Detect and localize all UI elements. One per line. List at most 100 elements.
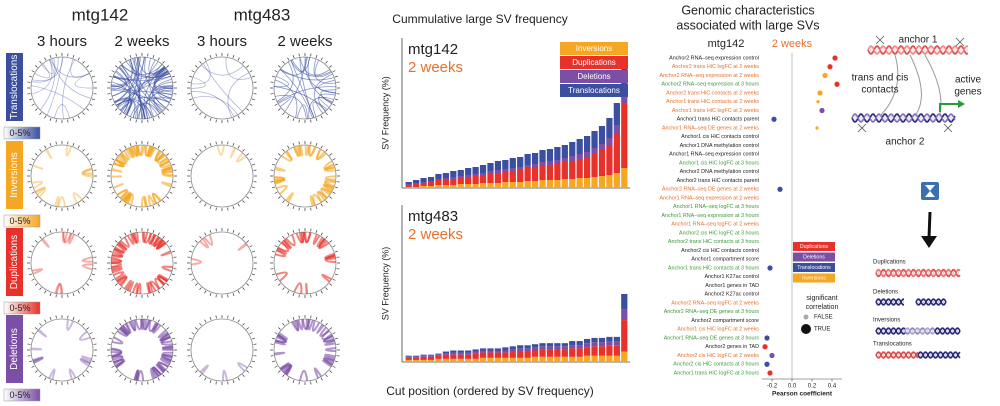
circos-chord bbox=[124, 193, 135, 206]
circos-chord bbox=[161, 345, 173, 349]
circos-tick bbox=[271, 250, 276, 253]
circos-tick bbox=[246, 370, 250, 373]
circos-tick bbox=[204, 115, 207, 119]
circos-tick bbox=[187, 256, 191, 258]
circos-tick bbox=[187, 169, 191, 171]
circos-chord bbox=[137, 57, 143, 120]
row-label: Anchor1 compartment score bbox=[691, 257, 759, 263]
circos-chord bbox=[320, 187, 332, 199]
circos-chord bbox=[321, 329, 334, 341]
bar-segment bbox=[413, 357, 420, 360]
bar-segment bbox=[524, 154, 531, 165]
circos-chord bbox=[149, 81, 173, 117]
bar-segment bbox=[598, 176, 606, 188]
circos-tick bbox=[204, 290, 207, 294]
bar-segment bbox=[479, 357, 487, 362]
circos-chord bbox=[285, 192, 294, 203]
circos-tick bbox=[215, 141, 217, 145]
y-axis-label: SV Frequency (%) bbox=[380, 247, 390, 321]
circos-tick bbox=[187, 81, 191, 83]
circos-chord bbox=[62, 232, 72, 244]
bar-segment bbox=[494, 161, 502, 170]
circos-chord bbox=[200, 64, 244, 76]
circos-chord bbox=[153, 68, 173, 96]
circos-tick bbox=[194, 65, 198, 68]
circos-tick bbox=[271, 163, 276, 166]
circos-tick bbox=[129, 316, 132, 321]
legend-swatch bbox=[793, 252, 835, 262]
circos-tick bbox=[31, 332, 35, 335]
circos-chord bbox=[161, 351, 173, 359]
circos-tick bbox=[253, 256, 257, 258]
circos-chord bbox=[113, 271, 125, 280]
circos-tick bbox=[39, 322, 42, 326]
scale-label: 0-5% bbox=[9, 128, 30, 138]
circos-tick bbox=[162, 200, 165, 204]
dot-sample: mtg142 bbox=[708, 38, 745, 50]
row-label: Anchor1 RNA–seq DE genes at 3 hours bbox=[664, 335, 760, 341]
circos-tick bbox=[162, 148, 165, 152]
circos-chord bbox=[324, 339, 336, 346]
circos-tick bbox=[93, 256, 97, 258]
row-label: Anchor2 DNA methylation control bbox=[680, 169, 759, 175]
circos-chord bbox=[216, 144, 225, 157]
circos-chord bbox=[70, 58, 90, 78]
circos-tick bbox=[89, 191, 93, 194]
bar-segment bbox=[569, 156, 576, 161]
bar-segment bbox=[465, 358, 472, 362]
circos-chord bbox=[192, 96, 238, 116]
circos-chord bbox=[159, 358, 171, 366]
circos-chord bbox=[46, 56, 63, 116]
helix-strand bbox=[875, 351, 919, 359]
bar-segment bbox=[613, 345, 620, 356]
circos-tick bbox=[191, 103, 195, 106]
circos-tick bbox=[249, 103, 253, 106]
circos-chord bbox=[202, 63, 243, 112]
circos-tick bbox=[232, 54, 235, 59]
circos-tick bbox=[135, 207, 137, 211]
circos-tick bbox=[237, 232, 240, 236]
bar-segment bbox=[442, 180, 449, 185]
row-label: Anchor1 cis HiC logFC at 3 hours bbox=[679, 160, 759, 166]
circos-tick bbox=[227, 228, 229, 232]
circos-tick bbox=[82, 287, 85, 291]
circos-tick bbox=[34, 153, 38, 156]
helix-strand bbox=[875, 298, 904, 306]
dot bbox=[815, 126, 819, 130]
circos-tick bbox=[39, 235, 42, 239]
circos-tick bbox=[28, 250, 33, 253]
circos-chord bbox=[115, 155, 127, 165]
circos-tick bbox=[336, 93, 340, 95]
dot bbox=[769, 352, 775, 359]
circos-chord bbox=[81, 167, 93, 175]
bar-segment bbox=[472, 349, 479, 352]
bar-segment bbox=[435, 358, 442, 362]
bar-segment bbox=[502, 172, 509, 182]
row-label: Anchor2 cis HiC logFC at 3 hours bbox=[679, 230, 759, 236]
circos-tick bbox=[334, 75, 339, 78]
bar-segment bbox=[606, 345, 613, 356]
dot bbox=[834, 81, 840, 87]
circos-tick bbox=[215, 294, 217, 298]
circos-tick bbox=[28, 337, 33, 340]
x-tick-label: 0.0 bbox=[788, 384, 797, 390]
circos-tick bbox=[292, 229, 295, 234]
circos-chord bbox=[37, 328, 48, 338]
circos-tick bbox=[242, 60, 245, 64]
bar-segment bbox=[576, 178, 583, 188]
circos-tick bbox=[171, 337, 176, 340]
circos-ring bbox=[190, 144, 254, 208]
bar-segment bbox=[465, 175, 472, 177]
circos-tick bbox=[242, 287, 245, 291]
circos-chord bbox=[54, 195, 60, 207]
dot bbox=[771, 116, 777, 122]
circos-chord bbox=[155, 364, 165, 374]
bar-segment bbox=[479, 173, 487, 175]
circos-tick bbox=[31, 158, 35, 161]
circos-tick bbox=[28, 163, 33, 166]
dot bbox=[767, 265, 773, 271]
circos-tick bbox=[191, 158, 195, 161]
row-label: Anchor2 trans HiC contacts at 3 hours bbox=[668, 239, 759, 245]
bar-segment bbox=[487, 183, 494, 188]
bar-segment bbox=[472, 174, 479, 176]
